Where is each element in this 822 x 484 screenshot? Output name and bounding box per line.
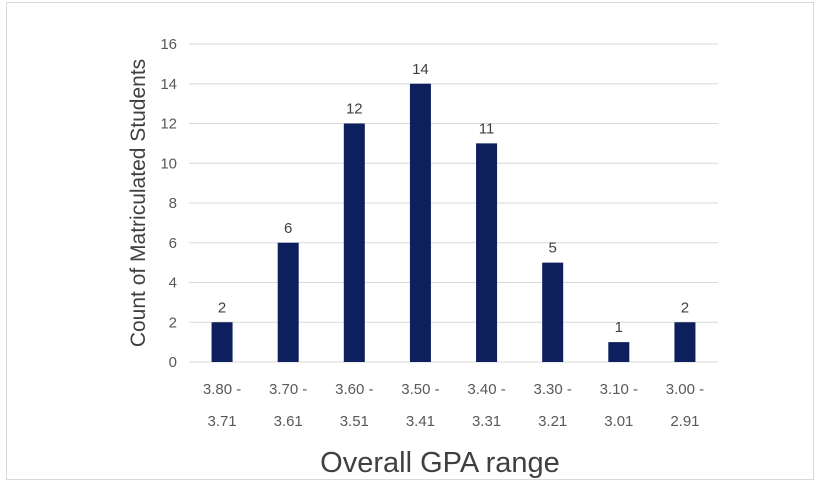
data-label: 5: [549, 240, 557, 257]
bar: [277, 242, 299, 362]
bars: [211, 83, 696, 362]
data-label: 12: [346, 101, 363, 118]
data-label: 14: [412, 61, 429, 78]
x-category-label-line2: 3.61: [274, 413, 303, 430]
gridlines: [189, 43, 718, 363]
data-label: 11: [479, 120, 495, 137]
y-tick-label: 16: [160, 36, 177, 53]
data-label: 2: [218, 299, 226, 316]
y-tick-label: 8: [169, 195, 177, 212]
x-category-label-line1: 3.60 -: [335, 381, 373, 398]
x-category-label-line2: 3.51: [340, 413, 369, 430]
x-category-label-line2: 2.91: [670, 413, 699, 430]
y-tick-label: 6: [169, 235, 177, 252]
y-tick-label: 2: [169, 314, 177, 331]
bar: [608, 342, 630, 362]
chart-frame: 0 2 4 6 8 10 12 14 16 2 6 12 14 11 5 1 2 3.80 -3.71 3.70…: [6, 2, 814, 480]
x-category-label-line1: 3.40 -: [467, 381, 505, 398]
bar: [674, 322, 696, 362]
x-category-label-line2: 3.71: [207, 413, 236, 430]
x-category-label-line1: 3.80 -: [203, 381, 241, 398]
x-category-label-line1: 3.30 -: [534, 381, 572, 398]
bar: [542, 262, 564, 362]
x-axis-title: Overall GPA range: [320, 447, 560, 479]
x-category-label-line2: 3.21: [538, 413, 567, 430]
x-category-label-line1: 3.10 -: [600, 381, 638, 398]
x-category-label-line2: 3.01: [604, 413, 633, 430]
bar: [409, 83, 431, 362]
x-category-label-line2: 3.41: [406, 413, 435, 430]
y-tick-label: 0: [169, 354, 177, 371]
x-category-label-line1: 3.00 -: [666, 381, 704, 398]
bar: [211, 322, 233, 362]
y-axis-title: Count of Matriculated Students: [127, 59, 150, 347]
y-tick-label: 10: [160, 155, 177, 172]
x-category-label-line2: 3.31: [472, 413, 501, 430]
y-tick-label: 14: [160, 76, 177, 93]
y-tick-label: 12: [160, 116, 177, 133]
x-category-label-line1: 3.70 -: [269, 381, 307, 398]
bar: [343, 123, 365, 362]
x-category-label-line1: 3.50 -: [401, 381, 439, 398]
data-label: 2: [681, 299, 689, 316]
x-axis-categories: 3.80 - 3.71 3.70 - 3.61 3.60 - 3.51 3.50 - 3.41…: [203, 381, 704, 430]
data-label: 1: [615, 319, 623, 336]
bar: [476, 143, 498, 362]
data-label: 6: [284, 220, 292, 237]
y-axis-ticks: 0 2 4 6 8 10 12 14 16: [160, 36, 177, 371]
y-tick-label: 4: [169, 275, 177, 292]
